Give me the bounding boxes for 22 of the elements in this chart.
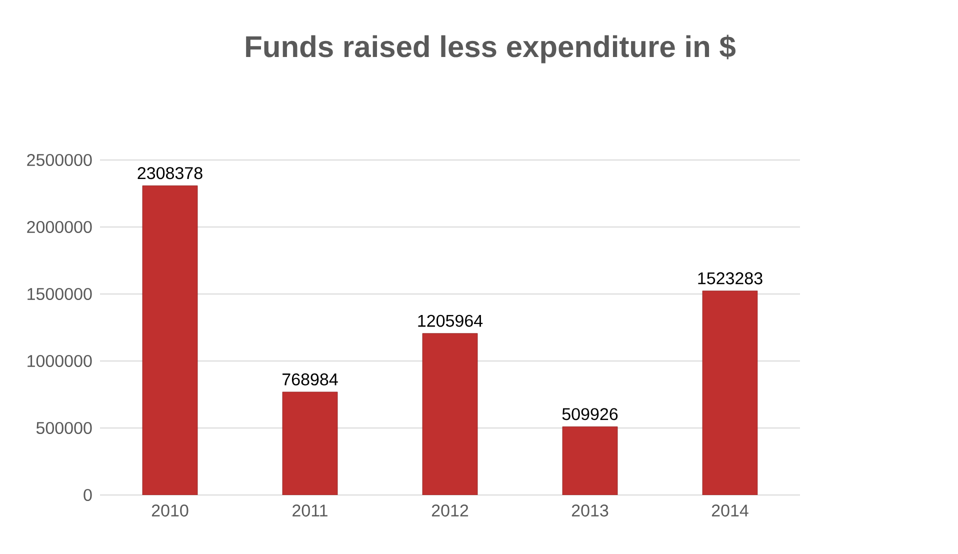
- x-tick-label: 2014: [712, 504, 748, 517]
- y-tick-label: 1000000: [28, 354, 92, 368]
- bar: [562, 426, 618, 495]
- x-tick-label: 2011: [292, 504, 328, 517]
- data-label: 509926: [562, 408, 618, 420]
- data-label: 1205964: [418, 314, 483, 327]
- bar: [702, 290, 758, 495]
- bar: [282, 392, 338, 495]
- y-tick-label: 500000: [36, 422, 92, 434]
- y-tick-label: 2500000: [27, 154, 92, 166]
- data-label: 768984: [282, 373, 338, 386]
- data-label: 2308378: [138, 167, 202, 180]
- y-tick-label: 1500000: [28, 288, 92, 300]
- chart-title: Funds raised less expenditure in $: [246, 34, 736, 64]
- x-tick-label: 2013: [572, 504, 608, 517]
- x-tick-label: 2010: [152, 504, 188, 517]
- x-tick-label: 2012: [432, 504, 468, 517]
- data-label: 1523283: [698, 272, 762, 284]
- bar: [422, 333, 478, 495]
- y-tick-label: 0: [84, 488, 92, 502]
- y-tick-label: 2000000: [27, 220, 92, 234]
- bar: [142, 185, 198, 495]
